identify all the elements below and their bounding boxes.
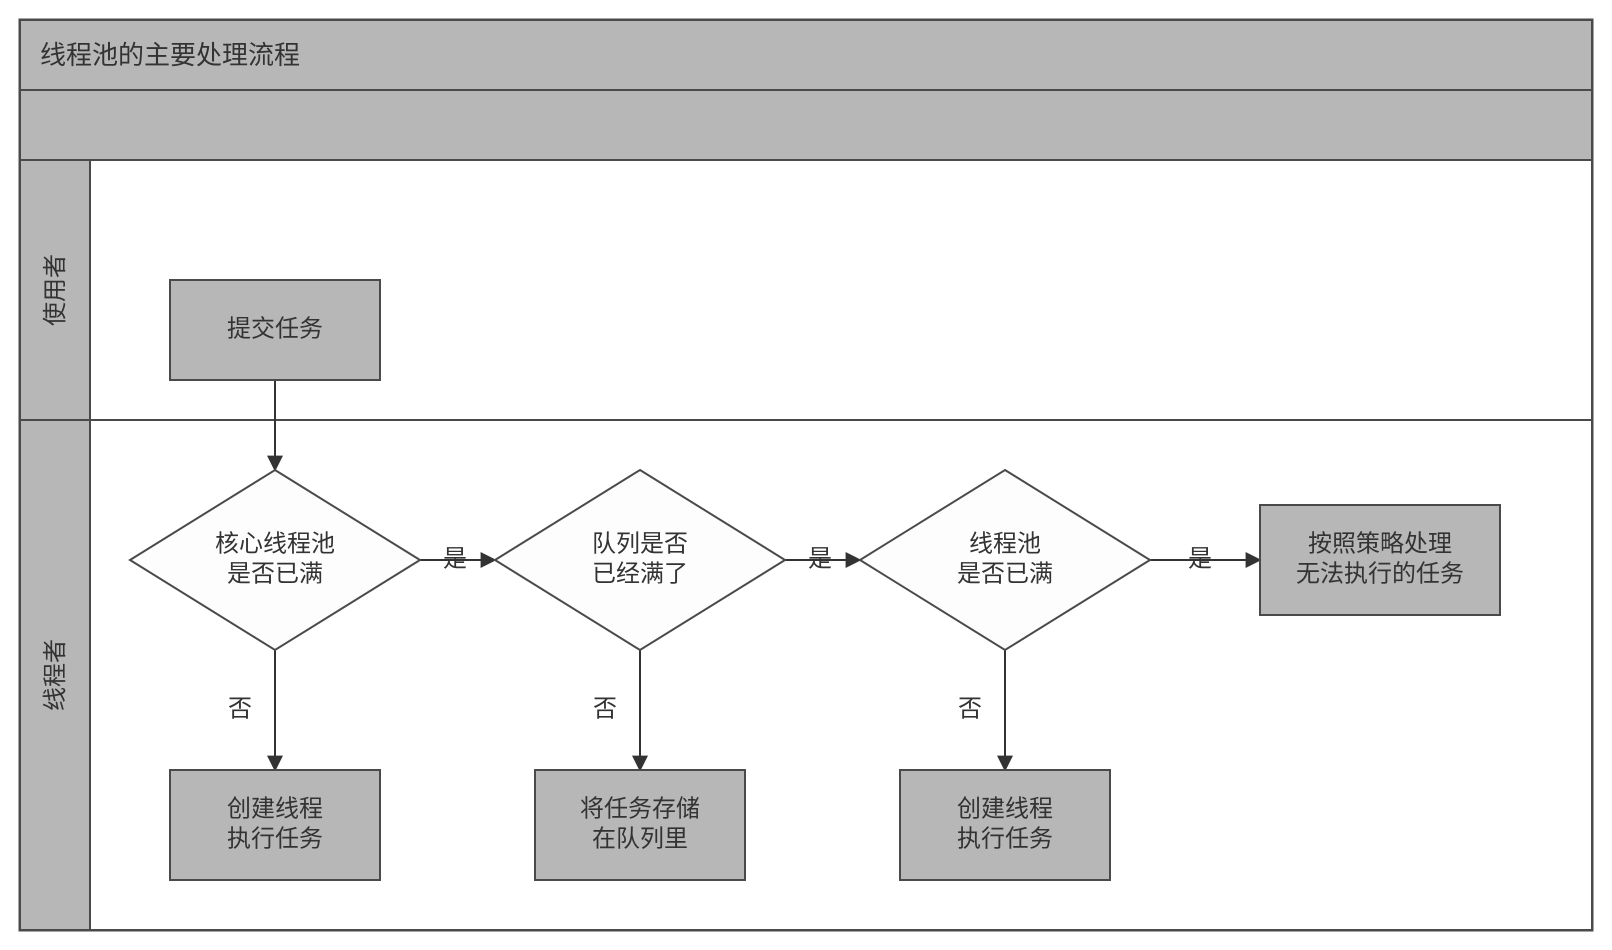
edge-label-d1-r1: 否 [228,695,252,722]
node-label-d3: 是否已满 [957,560,1053,587]
node-label-d1: 核心线程池 [215,530,335,557]
lane-label-text-user: 使用者 [42,254,69,326]
lane-label-text-worker: 线程者 [42,639,69,711]
node-label-r2: 将任务存储 [580,795,700,822]
node-label-r_policy: 无法执行的任务 [1296,560,1464,587]
node-label-r1: 创建线程 [227,795,323,822]
node-label-d3: 线程池 [969,530,1041,557]
edge-label-d1-d2: 是 [443,545,467,572]
node-label-d2: 队列是否 [592,530,688,557]
node-label-r1: 执行任务 [227,825,323,852]
edge-label-d3-r3: 否 [958,695,982,722]
node-label-submit: 提交任务 [227,315,323,342]
node-label-r3: 执行任务 [957,825,1053,852]
header-spacer [20,90,1592,160]
diagram-title: 线程池的主要处理流程 [40,40,300,70]
node-label-d2: 已经满了 [592,560,688,587]
node-label-r3: 创建线程 [957,795,1053,822]
edge-label-d2-d3: 是 [808,545,832,572]
node-label-r2: 在队列里 [592,825,688,852]
node-label-d1: 是否已满 [227,560,323,587]
node-label-r_policy: 按照策略处理 [1308,530,1452,557]
edge-label-d3-r_policy: 是 [1188,545,1212,572]
edge-label-d2-r2: 否 [593,695,617,722]
flowchart-canvas: 线程池的主要处理流程使用者线程者 是 是 是否 否 否 提交任务核心线程池是否已满 队列是否已… [0,0,1612,950]
